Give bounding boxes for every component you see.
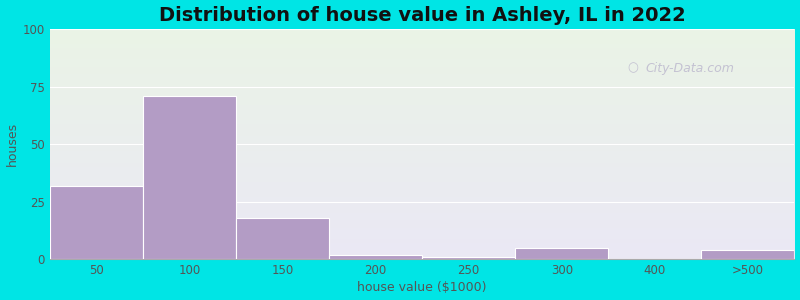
Text: City-Data.com: City-Data.com <box>646 61 734 75</box>
Title: Distribution of house value in Ashley, IL in 2022: Distribution of house value in Ashley, I… <box>158 6 686 25</box>
Bar <box>329 255 422 260</box>
Text: ○: ○ <box>627 61 638 75</box>
Bar <box>236 218 329 260</box>
Y-axis label: houses: houses <box>6 122 18 166</box>
Bar <box>515 248 608 260</box>
X-axis label: house value ($1000): house value ($1000) <box>358 281 487 294</box>
Bar <box>422 257 515 260</box>
Bar <box>702 250 794 260</box>
Bar <box>143 96 236 260</box>
Bar <box>50 186 143 260</box>
